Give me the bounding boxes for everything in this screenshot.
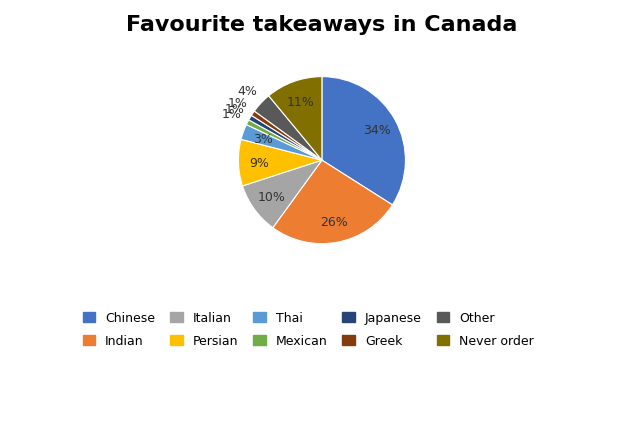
Title: Favourite takeaways in Canada: Favourite takeaways in Canada [126, 15, 518, 35]
Wedge shape [322, 77, 405, 206]
Wedge shape [243, 161, 322, 228]
Wedge shape [246, 121, 322, 161]
Text: 34%: 34% [363, 124, 390, 137]
Text: 10%: 10% [257, 191, 285, 204]
Text: 9%: 9% [250, 156, 269, 169]
Text: 1%: 1% [221, 108, 241, 121]
Legend: Chinese, Indian, Italian, Persian, Thai, Mexican, Japanese, Greek, Other, Never : Chinese, Indian, Italian, Persian, Thai,… [76, 305, 540, 354]
Wedge shape [254, 97, 322, 161]
Text: 11%: 11% [287, 95, 315, 108]
Text: 1%: 1% [228, 97, 248, 110]
Wedge shape [241, 125, 322, 161]
Text: 26%: 26% [320, 216, 348, 229]
Text: 4%: 4% [237, 85, 257, 98]
Wedge shape [252, 112, 322, 161]
Wedge shape [269, 77, 322, 161]
Wedge shape [273, 161, 392, 244]
Wedge shape [239, 140, 322, 187]
Text: 1%: 1% [224, 102, 244, 116]
Wedge shape [249, 116, 322, 161]
Text: 3%: 3% [253, 133, 273, 146]
